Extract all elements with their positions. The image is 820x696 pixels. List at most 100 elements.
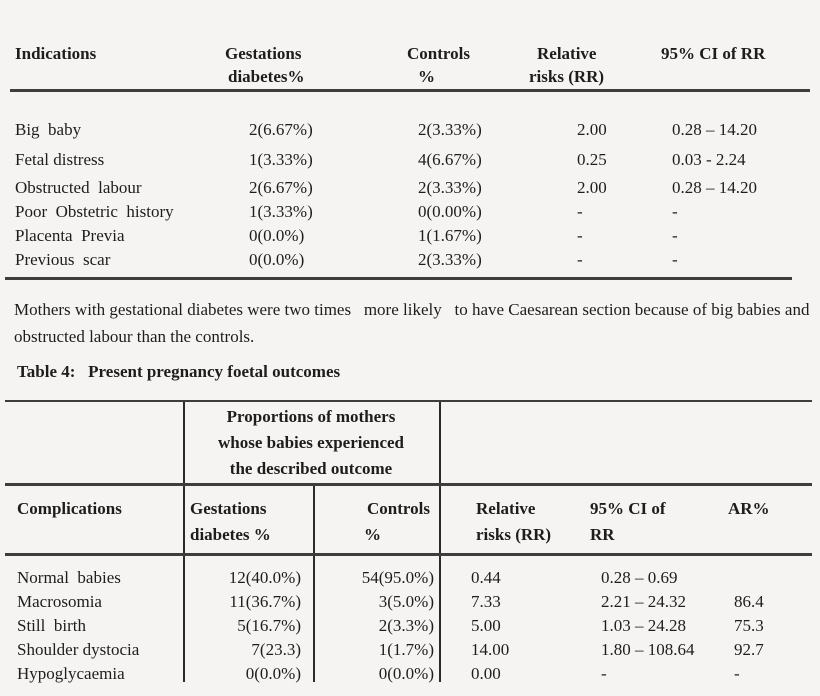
cell-ar bbox=[734, 568, 812, 592]
span-header-line: the described outcome bbox=[229, 459, 393, 478]
cell-gestations-diabetes: 5(16.7%) bbox=[237, 616, 301, 635]
cell-right-group: 14.00 1.80 – 108.64 92.7 bbox=[439, 640, 812, 664]
span-header-line: whose babies experienced bbox=[217, 433, 405, 452]
column-header-label: risks (RR) bbox=[476, 525, 552, 544]
cell-right-group: 7.33 2.21 – 24.32 86.4 bbox=[439, 592, 812, 616]
column-header-label: Controls bbox=[367, 499, 430, 518]
cell-ci: - bbox=[672, 202, 678, 221]
table4-title: Table 4: Present pregnancy foetal outcom… bbox=[17, 362, 341, 381]
column-header-relative-risks: Relative risks (RR) bbox=[439, 496, 590, 548]
cell-controls: 2(3.33%) bbox=[418, 250, 482, 269]
table-row: Previous scar 0(0.0%) 2(3.33%) - - bbox=[15, 250, 820, 274]
column-header-label: Relative bbox=[476, 499, 536, 518]
cell-controls: 3(5.0%) bbox=[378, 592, 434, 611]
column-header-gestations-diabetes: Gestations diabetes% bbox=[225, 42, 407, 88]
column-header-controls: Controls % bbox=[407, 42, 529, 88]
table-row: Shoulder dystocia 7(23.3) 1(1.7%) 14.00 … bbox=[5, 640, 812, 664]
cell-gestations-diabetes: 0(0.0%) bbox=[249, 226, 305, 245]
cell-controls: 4(6.67%) bbox=[418, 150, 482, 169]
cell-controls: 2(3.33%) bbox=[418, 178, 482, 197]
column-header-label: Gestations bbox=[225, 44, 302, 63]
table-row: Fetal distress 1(3.33%) 4(6.67%) 0.25 0.… bbox=[15, 150, 820, 178]
column-header-label: AR% bbox=[728, 499, 770, 518]
table-vertical-divider bbox=[439, 402, 441, 682]
table-row: Big baby 2(6.67%) 2(3.33%) 2.00 0.28 – 1… bbox=[15, 120, 820, 150]
table1-bottom-rule bbox=[5, 277, 792, 280]
cell-right-group: 0.44 0.28 – 0.69 bbox=[439, 568, 812, 592]
column-header-relative-risks: Relative risks (RR) bbox=[529, 42, 661, 88]
column-header-label: Controls bbox=[407, 44, 470, 63]
cell-relative-risk: - bbox=[577, 250, 583, 269]
cell-ci: 0.28 – 14.20 bbox=[672, 178, 757, 197]
cell-indication: Big baby bbox=[15, 120, 82, 139]
cell-ar: - bbox=[734, 664, 740, 683]
table4-span-header: Proportions of mothers whose babies expe… bbox=[183, 404, 439, 482]
cell-relative-risk: 7.33 bbox=[471, 592, 501, 611]
cell-complication: Hypoglycaemia bbox=[17, 664, 125, 683]
table1-header-row: Indications Gestations diabetes% Control… bbox=[15, 42, 820, 88]
column-header-label: RR bbox=[590, 525, 615, 544]
table-row: Normal babies 12(40.0%) 54(95.0%) 0.44 0… bbox=[5, 568, 812, 592]
table4: Proportions of mothers whose babies expe… bbox=[5, 400, 812, 696]
cell-ci: 0.03 - 2.24 bbox=[672, 150, 746, 169]
cell-complication: Still birth bbox=[17, 616, 86, 635]
cell-relative-risk: 0.25 bbox=[577, 150, 607, 169]
cell-ar: 86.4 bbox=[734, 592, 764, 611]
table4-top-rule bbox=[5, 400, 812, 402]
table4-rule bbox=[5, 553, 812, 556]
column-header-label: diabetes% bbox=[228, 67, 305, 86]
cell-right-group: 5.00 1.03 – 24.28 75.3 bbox=[439, 616, 812, 640]
cell-gestations-diabetes: 7(23.3) bbox=[251, 640, 301, 659]
table-row: Still birth 5(16.7%) 2(3.3%) 5.00 1.03 –… bbox=[5, 616, 812, 640]
cell-gestations-diabetes: 1(3.33%) bbox=[249, 202, 313, 221]
table-row: Placenta Previa 0(0.0%) 1(1.67%) - - bbox=[15, 226, 820, 250]
cell-ci: 1.03 – 24.28 bbox=[601, 616, 686, 635]
cell-relative-risk: - bbox=[577, 226, 583, 245]
column-header-complications: Complications bbox=[5, 496, 183, 548]
column-header-ci: 95% CI of RR bbox=[661, 42, 820, 88]
cell-relative-risk: - bbox=[577, 202, 583, 221]
table-vertical-divider bbox=[313, 486, 315, 682]
note-paragraph: Mothers with gestational diabetes were t… bbox=[14, 300, 810, 346]
cell-controls: 0(0.0%) bbox=[378, 664, 434, 683]
column-header-label: risks (RR) bbox=[529, 67, 605, 86]
column-header-label: % bbox=[364, 525, 381, 544]
column-header-label: Complications bbox=[17, 499, 122, 518]
table-row: Hypoglycaemia 0(0.0%) 0(0.0%) 0.00 - - bbox=[5, 664, 812, 688]
cell-relative-risk: 2.00 bbox=[577, 120, 607, 139]
column-header-label: diabetes % bbox=[190, 525, 271, 544]
cell-gestations-diabetes: 1(3.33%) bbox=[249, 150, 313, 169]
table-row: Obstructed labour 2(6.67%) 2(3.33%) 2.00… bbox=[15, 178, 820, 202]
table4-rule bbox=[5, 483, 812, 486]
cell-indication: Fetal distress bbox=[15, 150, 105, 169]
cell-ci: 0.28 – 14.20 bbox=[672, 120, 757, 139]
cell-relative-risk: 0.44 bbox=[471, 568, 501, 587]
span-header-line: Proportions of mothers bbox=[226, 407, 396, 426]
cell-complication: Shoulder dystocia bbox=[17, 640, 140, 659]
cell-indication: Previous scar bbox=[15, 250, 111, 269]
cell-right-group: 0.00 - - bbox=[439, 664, 812, 688]
table4-body: Normal babies 12(40.0%) 54(95.0%) 0.44 0… bbox=[5, 568, 812, 688]
table1-header-rule bbox=[10, 89, 810, 92]
cell-relative-risk: 0.00 bbox=[471, 664, 501, 683]
cell-controls: 2(3.3%) bbox=[378, 616, 434, 635]
cell-ci: - bbox=[672, 226, 678, 245]
cell-ci: 1.80 – 108.64 bbox=[601, 640, 695, 659]
cell-relative-risk: 5.00 bbox=[471, 616, 501, 635]
cell-gestations-diabetes: 2(6.67%) bbox=[249, 120, 313, 139]
column-header-label: Relative bbox=[537, 44, 597, 63]
cell-gestations-diabetes: 11(36.7%) bbox=[229, 592, 301, 611]
cell-controls: 2(3.33%) bbox=[418, 120, 482, 139]
column-header-label: Gestations bbox=[190, 499, 267, 518]
column-header-label: 95% CI of bbox=[590, 499, 666, 518]
cell-indication: Obstructed labour bbox=[15, 178, 142, 197]
table4-header-row: Complications Gestations diabetes % Cont… bbox=[5, 496, 812, 548]
cell-ar: 75.3 bbox=[734, 616, 764, 635]
column-header-ci: 95% CI of RR bbox=[590, 496, 728, 548]
cell-controls: 1(1.67%) bbox=[418, 226, 482, 245]
column-header-indications: Indications bbox=[15, 42, 225, 88]
cell-controls: 0(0.00%) bbox=[418, 202, 482, 221]
cell-gestations-diabetes: 12(40.0%) bbox=[228, 568, 301, 587]
cell-relative-risk: 14.00 bbox=[471, 640, 510, 659]
cell-ar: 92.7 bbox=[734, 640, 764, 659]
